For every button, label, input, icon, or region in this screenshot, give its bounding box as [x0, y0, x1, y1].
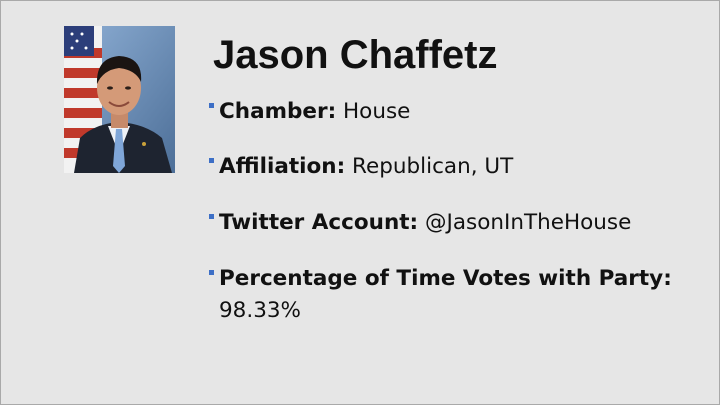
- bullet-label: Affiliation:: [219, 154, 346, 179]
- bullet-value: House: [343, 99, 411, 124]
- page-title: Jason Chaffetz: [213, 33, 498, 77]
- bullet-label: Twitter Account:: [219, 210, 419, 235]
- bullet-party-vote-percentage: Percentage of Time Votes with Party: 98.…: [209, 263, 672, 327]
- bullet-chamber: Chamber: House: [209, 96, 410, 128]
- bullet-value: @JasonInTheHouse: [425, 210, 632, 235]
- bullet-label: Chamber:: [219, 99, 337, 124]
- bullet-affiliation: Affiliation: Republican, UT: [209, 151, 513, 183]
- bullet-value: 98.33%: [219, 298, 301, 323]
- bullet-marker: [209, 103, 214, 108]
- bullet-twitter-account: Twitter Account: @JasonInTheHouse: [209, 207, 631, 239]
- portrait-image: [64, 26, 175, 173]
- bullet-marker: [209, 158, 214, 163]
- bullet-marker: [209, 214, 214, 219]
- bullet-value: Republican, UT: [352, 154, 514, 179]
- bullet-label: Percentage of Time Votes with Party:: [219, 266, 672, 291]
- bullet-marker: [209, 270, 214, 275]
- portrait-photo: [64, 26, 175, 173]
